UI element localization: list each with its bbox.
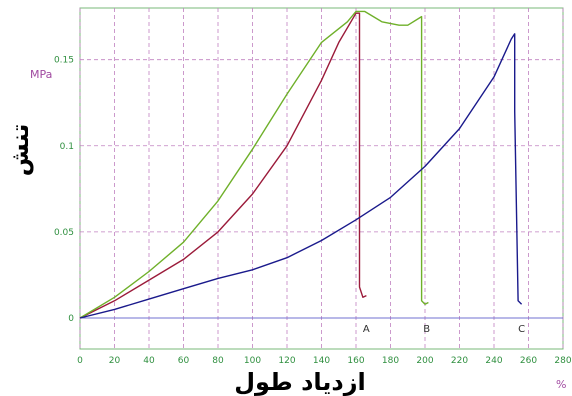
x-tick-label: 200 xyxy=(416,356,433,366)
marker-label-A: A xyxy=(363,324,370,335)
x-tick-label: 0 xyxy=(77,356,83,366)
x-tick-label: 140 xyxy=(313,356,330,366)
x-tick-label: 80 xyxy=(212,356,224,366)
x-tick-label: 280 xyxy=(554,356,571,366)
y-tick-label: 0.05 xyxy=(54,228,74,238)
y-axis-title: تنش xyxy=(6,124,34,177)
x-tick-label: 40 xyxy=(143,356,155,366)
y-tick-labels: 0 0.05 0.1 0.15 xyxy=(54,56,74,324)
y-tick-label: 0.15 xyxy=(54,56,74,66)
x-tick-label: 20 xyxy=(109,356,121,366)
marker-label-B: B xyxy=(423,324,430,335)
x-tick-label: 220 xyxy=(451,356,468,366)
x-unit-label: % xyxy=(556,378,566,391)
point-markers: A B C xyxy=(363,324,525,335)
x-tick-label: 180 xyxy=(382,356,399,366)
x-tick-label: 120 xyxy=(278,356,295,366)
y-unit-label: MPa xyxy=(30,68,52,81)
y-tick-label: 0 xyxy=(68,314,74,324)
x-tick-label: 260 xyxy=(520,356,537,366)
x-tick-label: 100 xyxy=(244,356,261,366)
grid xyxy=(79,7,564,350)
series-line-B xyxy=(79,10,429,319)
y-tick-label: 0.1 xyxy=(60,142,74,152)
x-axis-title: ازدیاد طول xyxy=(234,368,366,396)
x-tick-label: 160 xyxy=(347,356,364,366)
marker-label-C: C xyxy=(518,324,525,335)
x-tick-label: 60 xyxy=(178,356,190,366)
series-line-A xyxy=(79,12,367,319)
x-tick-labels: 0 20 40 60 80 100 120 140 160 180 200 220 240 260 280 xyxy=(77,356,572,366)
series-line-C xyxy=(79,33,523,319)
x-tick-label: 240 xyxy=(485,356,502,366)
series-layer xyxy=(79,10,523,319)
